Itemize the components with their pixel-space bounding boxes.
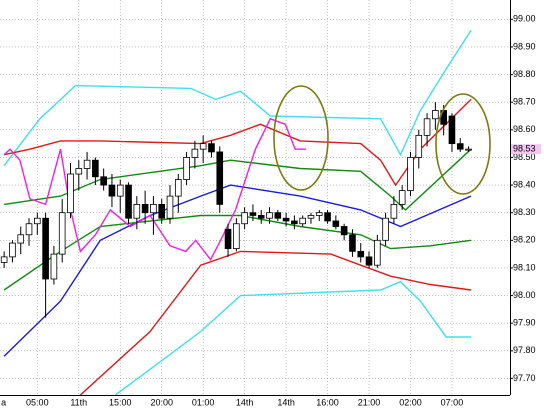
candle-body xyxy=(456,143,464,150)
candle-body xyxy=(75,168,83,175)
candle-body xyxy=(291,220,298,225)
candle-body xyxy=(233,223,240,250)
candle-body xyxy=(324,212,331,222)
candle-body xyxy=(340,226,348,236)
indicator-line xyxy=(114,280,471,395)
candle-body xyxy=(158,204,166,219)
candle-body xyxy=(216,151,224,205)
candle-body xyxy=(282,217,290,222)
last-price-label: 98.53 xyxy=(513,144,536,154)
y-tick-label: 99.00 xyxy=(513,14,536,24)
x-tick-label: 14th xyxy=(236,397,254,407)
y-tick-label: 98.30 xyxy=(513,207,536,217)
indicator-line xyxy=(3,148,472,211)
candle-body xyxy=(183,157,190,180)
indicator-line xyxy=(3,117,306,262)
y-tick-label: 98.80 xyxy=(513,69,536,79)
y-tick-label: 98.70 xyxy=(513,97,536,107)
x-tick-label: 07:00 xyxy=(441,397,464,407)
candle-body xyxy=(58,212,66,255)
candle-body xyxy=(365,256,373,266)
candle-body xyxy=(92,159,99,178)
price-marker-bg xyxy=(511,144,541,155)
candle-body xyxy=(274,212,282,219)
candle-body xyxy=(191,148,199,158)
candle-body xyxy=(67,173,74,214)
candle-body xyxy=(174,179,182,197)
axis-labels: 99.00 98.90 98.80 98.70 98.60 98.50 98.40 98.30… xyxy=(1,14,541,407)
candle-body xyxy=(199,143,207,150)
x-tick-label: 15:00 xyxy=(109,397,132,407)
candle-body xyxy=(166,195,174,219)
candle-body xyxy=(390,204,398,219)
candle-body xyxy=(17,234,25,244)
candle-body xyxy=(141,204,149,214)
candle-body xyxy=(407,157,414,191)
candle-body xyxy=(374,239,381,266)
highlight-ellipse xyxy=(273,85,329,191)
x-tick-label: 16:00 xyxy=(316,397,339,407)
x-tick-label: 20:00 xyxy=(150,397,173,407)
candle-body xyxy=(332,220,340,227)
candle-body xyxy=(266,212,273,219)
candle-body xyxy=(357,250,365,258)
y-tick-label: 98.60 xyxy=(513,124,536,134)
candle-body xyxy=(25,223,33,236)
candle-body xyxy=(116,184,124,197)
candle-body xyxy=(249,212,257,216)
x-tick-label: 01:00 xyxy=(192,397,215,407)
candle-body xyxy=(83,159,91,169)
candle-body xyxy=(133,204,141,219)
candle-body xyxy=(432,110,439,120)
y-tick-label: 97.70 xyxy=(513,373,536,383)
candle-body xyxy=(448,115,456,145)
candle-body xyxy=(349,234,356,252)
candle-body xyxy=(100,176,107,186)
candle-body xyxy=(398,190,406,205)
candle-body xyxy=(42,217,49,280)
candle-body xyxy=(125,184,132,219)
candle-body xyxy=(150,204,157,214)
candle-body xyxy=(9,242,16,258)
y-tick-label: 97.80 xyxy=(513,345,536,355)
candle-body xyxy=(0,256,8,263)
candle-body xyxy=(50,253,58,280)
indicator-line xyxy=(3,98,472,187)
candle-body xyxy=(382,217,389,241)
candle-body xyxy=(241,212,248,225)
x-tick-label: 14th xyxy=(277,397,295,407)
candle-body xyxy=(423,118,431,136)
x-tick-label: 21:00 xyxy=(358,397,381,407)
candle-body xyxy=(208,143,215,153)
y-tick-label: 98.20 xyxy=(513,235,536,245)
indicator-line xyxy=(3,184,472,357)
candle-body xyxy=(224,228,232,250)
indicator-line xyxy=(3,30,472,167)
candle-body xyxy=(257,215,265,219)
y-tick-label: 98.50 xyxy=(513,152,536,162)
x-tick-label: 02:00 xyxy=(399,397,422,407)
candle-body xyxy=(315,212,323,216)
x-tick-label: a xyxy=(1,397,6,407)
candle-body xyxy=(307,215,315,219)
plot-area xyxy=(0,30,472,395)
x-tick-label: 05:00 xyxy=(26,397,49,407)
y-tick-label: 98.90 xyxy=(513,41,536,51)
candle-body xyxy=(465,148,472,151)
y-tick-label: 98.40 xyxy=(513,179,536,189)
indicator-line xyxy=(79,250,472,395)
x-tick-label: 11th xyxy=(70,397,87,407)
candle-body xyxy=(34,217,41,225)
y-tick-label: 97.90 xyxy=(513,318,536,328)
candle-body xyxy=(415,134,423,158)
indicator-line xyxy=(3,214,472,291)
highlight-ellipse xyxy=(435,93,491,195)
candle-body xyxy=(299,217,306,225)
candle-body xyxy=(108,184,116,197)
y-tick-label: 98.00 xyxy=(513,290,536,300)
y-tick-label: 98.10 xyxy=(513,262,536,272)
